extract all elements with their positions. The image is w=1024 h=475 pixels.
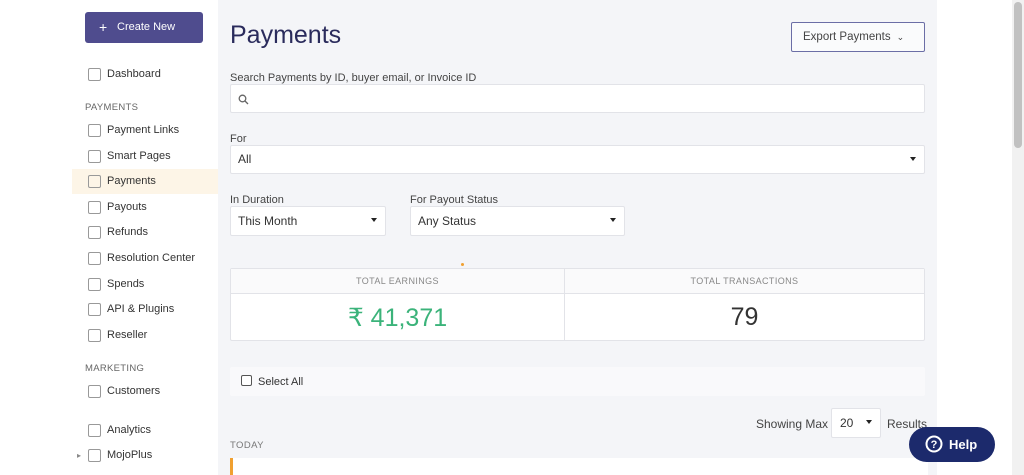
transactions-label: TOTAL TRANSACTIONS	[690, 276, 799, 286]
nav-label: Spends	[107, 277, 145, 290]
nav-label: Resolution Center	[107, 252, 196, 264]
select-all-row: Select All	[230, 367, 925, 396]
help-label: Help	[949, 437, 978, 452]
page-size-select[interactable]: 20	[831, 408, 881, 438]
page-title: Payments	[230, 21, 342, 49]
group-label: TODAY	[230, 440, 264, 451]
payout-select[interactable]: Any Status	[410, 206, 625, 236]
nav-label: Dashboard	[107, 68, 161, 80]
duration-select[interactable]: This Month	[230, 206, 386, 236]
summary: TOTAL EARNINGS TOTAL TRANSACTIONS ₹ 41,3…	[230, 268, 925, 341]
payment-card[interactable]	[230, 458, 928, 475]
nav-label: API & Plugins	[107, 303, 175, 316]
export-label: Export Payments	[803, 31, 891, 43]
page-size: 20	[840, 416, 854, 430]
create-button-label: Create New	[117, 21, 176, 33]
checkbox[interactable]	[241, 375, 252, 386]
nav-item[interactable]: Analytics	[72, 418, 218, 443]
showing-label: Showing Max	[756, 417, 829, 431]
help-button[interactable]: ? Help	[909, 427, 995, 462]
nav-label: Reseller	[107, 328, 148, 341]
duration-label: In Duration	[230, 194, 284, 206]
sidebar: + Create New Dashboard PAYMENTS Payment …	[0, 0, 218, 475]
search-label: Search Payments by ID, buyer email, or I…	[230, 72, 477, 84]
nav-item[interactable]: Spends	[72, 272, 218, 297]
nav-item[interactable]: ▸ MojoPlus	[72, 443, 218, 468]
scrollbar	[1012, 0, 1024, 475]
nav-item[interactable]: Dashboard	[72, 62, 218, 87]
scroll-thumb[interactable]	[1014, 2, 1022, 148]
svg-text:?: ?	[931, 439, 938, 451]
duration-value: This Month	[238, 214, 298, 228]
for-label: For	[230, 133, 247, 145]
search-input[interactable]	[230, 84, 925, 113]
nav-item[interactable]: Reseller	[72, 323, 218, 348]
earnings-label: TOTAL EARNINGS	[356, 276, 439, 286]
section-title: PAYMENTS	[85, 102, 139, 113]
nav-label: Customers	[107, 385, 161, 397]
transactions-value: 79	[730, 303, 759, 331]
nav-label: Refunds	[107, 226, 148, 239]
nav-label: Smart Pages	[107, 149, 171, 162]
nav-label: Payouts	[107, 200, 147, 213]
nav-item[interactable]: Refunds	[72, 220, 218, 245]
results-label: Results	[887, 417, 928, 431]
for-select[interactable]: All	[230, 145, 925, 174]
select-all-label: Select All	[258, 376, 304, 388]
section-title: MARKETING	[85, 363, 145, 374]
search-icon	[238, 94, 249, 105]
create-button[interactable]: + Create New	[85, 12, 203, 43]
help-icon: ?	[925, 435, 943, 453]
nav-item[interactable]: Customers	[72, 379, 218, 404]
earnings-value: ₹ 41,371	[347, 304, 448, 332]
payout-label: For Payout Status	[410, 194, 499, 206]
export-button[interactable]: Export Payments ⌄	[791, 22, 925, 52]
payout-value: Any Status	[418, 214, 477, 228]
nav-item[interactable]: API & Plugins	[72, 297, 218, 322]
nav-item[interactable]: Payment Links	[72, 118, 218, 143]
nav-item[interactable]: Payments	[72, 169, 218, 195]
nav-item[interactable]: Resolution Center	[72, 246, 218, 271]
nav-label: Analytics	[107, 424, 152, 436]
nav-item[interactable]: Payouts	[72, 195, 218, 220]
nav-label: MojoPlus	[107, 449, 153, 461]
nav-label: Payment Links	[107, 124, 180, 136]
nav-item[interactable]: Smart Pages	[72, 144, 218, 169]
dot	[461, 263, 464, 266]
for-value: All	[238, 152, 252, 166]
nav-label: Payments	[107, 175, 156, 188]
